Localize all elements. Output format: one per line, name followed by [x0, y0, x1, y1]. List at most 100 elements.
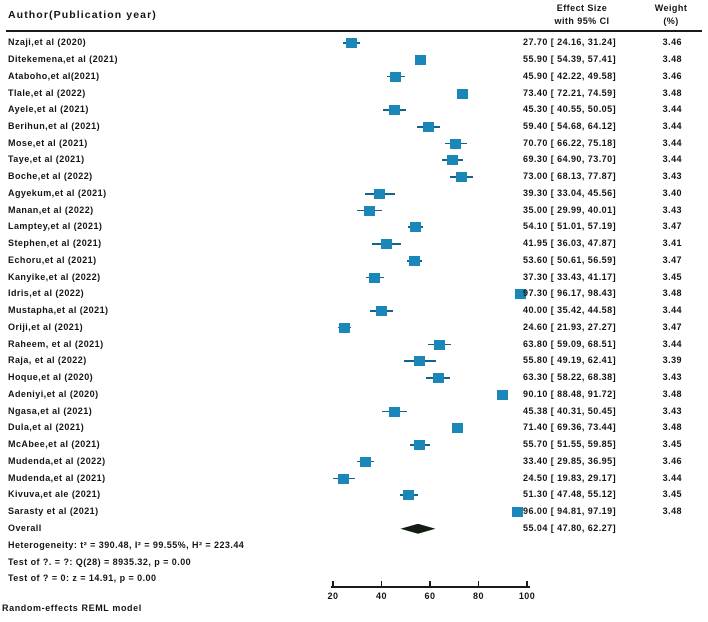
effect-marker	[346, 38, 358, 49]
effect-marker	[390, 71, 402, 82]
weight-value: 3.41	[662, 238, 682, 249]
study-label: Mudenda,et al (2021)	[8, 472, 106, 483]
effect-marker	[374, 188, 386, 199]
effect-marker	[511, 507, 523, 518]
weight-value: 3.44	[662, 137, 682, 148]
study-label: Ngasa,et al (2021)	[8, 405, 93, 416]
effect-marker	[414, 356, 426, 367]
effect-size-column-header: Effect Size with 95% CI	[523, 2, 641, 28]
effect-ci-value: 55.90 [ 54.39, 57.41]	[523, 54, 617, 65]
x-axis-tick-label: 40	[376, 591, 387, 601]
overall-effect-ci-value: 55.04 [ 47.80, 62.27]	[523, 523, 617, 533]
effect-marker	[456, 88, 468, 99]
weight-value: 3.48	[662, 54, 682, 65]
study-label: Idris,et al (2022)	[8, 288, 85, 299]
effect-marker	[359, 456, 371, 467]
effect-ci-value: 53.60 [ 50.61, 56.59]	[523, 254, 617, 265]
effect-ci-value: 51.30 [ 47.48, 55.12]	[523, 489, 617, 500]
effect-ci-value: 73.40 [ 72.21, 74.59]	[523, 87, 617, 98]
effect-marker	[376, 306, 387, 317]
effect-marker	[369, 272, 381, 283]
study-label: Dula,et al (2021)	[8, 422, 85, 433]
effect-marker	[497, 389, 509, 400]
heterogeneity-note: Heterogeneity: t² = 390.48, I² = 99.55%,…	[8, 540, 245, 550]
effect-marker	[410, 222, 422, 233]
x-axis-tick	[477, 581, 480, 586]
x-axis-tick-label: 80	[473, 591, 484, 601]
effect-marker	[380, 239, 392, 250]
effect-marker	[338, 473, 350, 484]
effect-ci-value: 41.95 [ 36.03, 47.87]	[523, 238, 617, 249]
x-axis-tick-label: 20	[327, 591, 339, 601]
effect-marker	[450, 138, 462, 149]
effect-marker	[414, 55, 426, 66]
study-label: Raja, et al (2022)	[8, 355, 87, 366]
study-label: Lamptey,et al (2021)	[8, 221, 103, 232]
effect-ci-value: 73.00 [ 68.13, 77.87]	[523, 171, 617, 182]
weight-value: 3.45	[662, 439, 682, 450]
effect-marker	[414, 440, 426, 451]
study-label: Stephen,et al (2021)	[8, 238, 102, 249]
weight-header-line2: (%)	[663, 16, 679, 26]
weight-value: 3.47	[662, 254, 682, 265]
x-axis-tick	[380, 581, 383, 586]
weight-value: 3.48	[662, 87, 682, 98]
header-divider	[6, 30, 702, 32]
test-homogeneity-note: Test of ?. = ?: Q(28) = 8935.32, p = 0.0…	[8, 557, 192, 567]
study-label: Kanyike,et al (2022)	[8, 271, 101, 282]
effect-ci-value: 55.80 [ 49.19, 62.41]	[523, 355, 617, 366]
overall-label: Overall	[8, 523, 42, 533]
study-label: Taye,et al (2021)	[8, 154, 85, 165]
author-column-header: Author(Publication year)	[8, 9, 157, 21]
effect-marker	[456, 172, 468, 183]
effect-marker	[338, 322, 350, 333]
effect-marker	[432, 373, 444, 384]
effect-ci-value: 24.60 [ 21.93, 27.27]	[523, 321, 617, 332]
weight-value: 3.43	[662, 372, 682, 383]
overall-diamond	[400, 523, 436, 534]
weight-value: 3.44	[662, 104, 682, 115]
effect-ci-value: 45.90 [ 42.22, 49.58]	[523, 70, 617, 81]
effect-ci-value: 96.00 [ 94.81, 97.19]	[523, 506, 617, 517]
effect-marker	[408, 255, 420, 266]
weight-column-header: Weight (%)	[645, 2, 697, 28]
x-axis-line	[331, 586, 530, 588]
effect-ci-value: 59.40 [ 54.68, 64.12]	[523, 121, 617, 131]
effect-ci-value: 69.30 [ 64.90, 73.70]	[523, 154, 617, 165]
effect-marker	[389, 406, 401, 417]
weight-header-line1: Weight	[654, 3, 688, 13]
weight-value: 3.43	[662, 171, 682, 182]
study-label: Boche,et al (2022)	[8, 171, 93, 182]
effect-marker	[514, 289, 526, 300]
study-label: Kivuva,et ale (2021)	[8, 489, 101, 500]
study-label: Manan,et al (2022)	[8, 204, 94, 215]
weight-value: 3.45	[662, 271, 682, 282]
effect-marker	[433, 339, 445, 350]
effect-ci-value: 55.70 [ 51.55, 59.85]	[523, 439, 617, 450]
weight-value: 3.46	[662, 37, 682, 48]
effect-ci-value: 71.40 [ 69.36, 73.44]	[523, 422, 617, 433]
effect-ci-value: 70.70 [ 66.22, 75.18]	[523, 137, 617, 148]
effect-ci-value: 27.70 [ 24.16, 31.24]	[523, 37, 617, 48]
study-label: Berihun,et al (2021)	[8, 121, 101, 131]
x-axis-tick-label: 100	[518, 591, 536, 601]
effect-marker	[403, 490, 415, 501]
effect-size-header-line1: Effect Size	[556, 3, 608, 13]
effect-ci-value: 97.30 [ 96.17, 98.43]	[523, 288, 617, 299]
weight-value: 3.47	[662, 221, 682, 232]
study-label: Oriji,et al (2021)	[8, 321, 84, 332]
study-label: Mudenda,et al (2022)	[8, 455, 106, 466]
study-label: Echoru,et al (2021)	[8, 254, 97, 265]
weight-value: 3.46	[662, 70, 682, 81]
study-label: Agyekum,et al (2021)	[8, 187, 107, 198]
weight-value: 3.39	[662, 355, 682, 366]
study-label: Mose,et al (2021)	[8, 137, 88, 148]
study-label: Ayele,et al (2021)	[8, 104, 89, 115]
study-label: McAbee,et al (2021)	[8, 439, 101, 450]
effect-marker	[423, 122, 435, 132]
study-label: Nzaji,et al (2020)	[8, 37, 87, 48]
effect-marker	[388, 105, 400, 116]
effect-ci-value: 90.10 [ 88.48, 91.72]	[523, 388, 617, 399]
effect-ci-value: 54.10 [ 51.01, 57.19]	[523, 221, 617, 232]
